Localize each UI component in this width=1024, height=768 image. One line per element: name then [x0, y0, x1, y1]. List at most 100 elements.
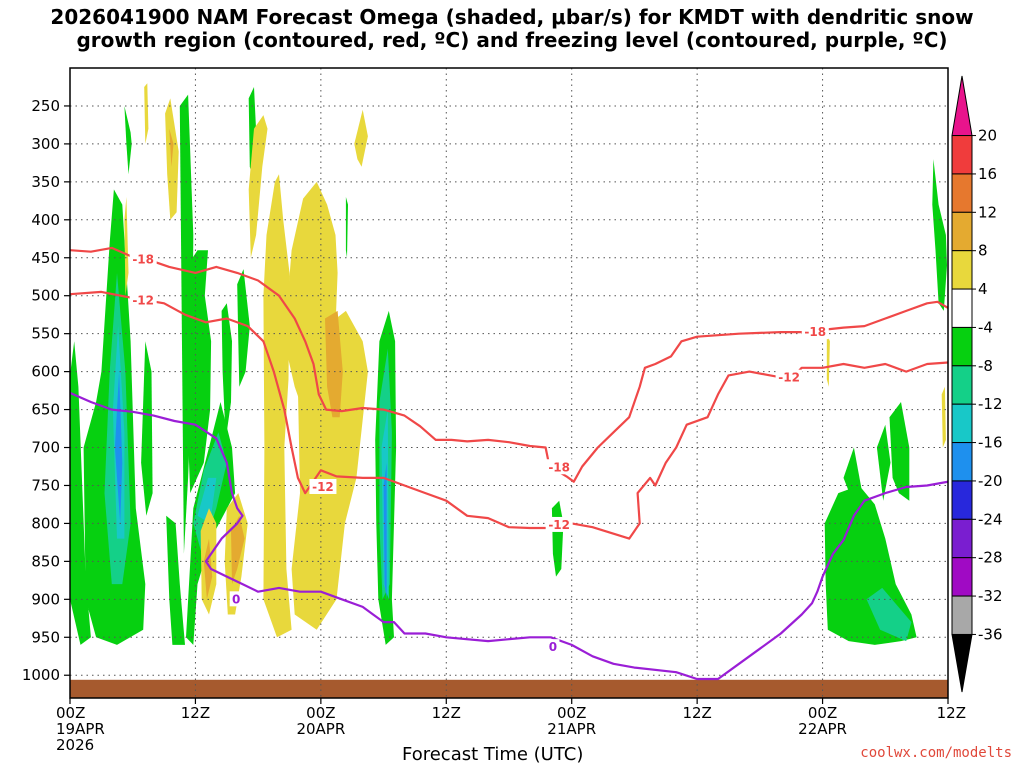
colorbar-bin [951, 595, 973, 635]
omega-region-43 [941, 386, 946, 448]
omega-region-6 [124, 106, 132, 175]
colorbar-bin [951, 250, 973, 290]
contour-label-bg [229, 591, 243, 607]
colorbar-bin [951, 480, 973, 520]
plot-content: -18 -12 -12 -18 -12 -18 -12 0 0 [70, 68, 948, 698]
omega-region-5 [141, 341, 153, 516]
y-tick-label: 750 [31, 476, 60, 494]
colorbar-bin [951, 365, 973, 405]
omega-region-25 [248, 115, 268, 258]
y-tick-label: 350 [31, 173, 60, 191]
x-tick-label: 12Z [937, 704, 966, 722]
contour-label: -18 [132, 252, 154, 266]
colorbar-bin [951, 211, 973, 252]
colorbar-label: -36 [978, 625, 1003, 643]
y-tick-label: 400 [31, 211, 60, 229]
omega-region-39 [889, 402, 910, 501]
x-tick-label: 00Z [557, 704, 586, 722]
colorbar-bin [951, 403, 973, 444]
omega-region-17 [221, 303, 232, 440]
omega-region-23 [231, 515, 245, 585]
y-tick-label: 500 [31, 287, 60, 305]
colorbar-bin [951, 442, 973, 482]
contour-label: -18 [804, 325, 826, 339]
omega-region-7 [124, 197, 129, 296]
colorbar-label: 12 [978, 203, 997, 221]
omega-region-24 [263, 174, 292, 638]
y-tick-label: 950 [31, 628, 60, 646]
x-tick-label: 00Z [56, 704, 85, 722]
colorbar-label: -28 [978, 549, 1003, 567]
colorbar-label: -16 [978, 434, 1003, 452]
chart-title: 2026041900 NAM Forecast Omega (shaded, μ… [50, 5, 974, 52]
omega-region-34 [383, 462, 387, 600]
contour-label-bg [545, 459, 573, 475]
y-tick-label: 250 [31, 97, 60, 115]
colorbar-label: 20 [978, 127, 997, 145]
colorbar-bin [951, 288, 973, 328]
contour-label-bg [546, 639, 560, 655]
colorbar-label: -12 [978, 395, 1003, 413]
axes: 250 300 350 400 450 500 550 600 650 700 750 800 850 9… [22, 67, 966, 754]
x-tick-label: 12Z [181, 704, 210, 722]
y-tick-label: 900 [31, 590, 60, 608]
colorbar: 20 16 12 8 4 -4 -8 -12 -16 -20 -24 -28 -32 -36 [951, 75, 1003, 693]
omega-region-18 [237, 269, 250, 387]
credit-link[interactable]: coolwx.com/modelts [860, 745, 1012, 761]
ground-surface [70, 679, 948, 698]
omega-region-29 [325, 310, 343, 418]
contour-line-0 [70, 246, 948, 483]
y-tick-label: 700 [31, 439, 60, 457]
colorbar-label: 4 [978, 280, 988, 298]
omega-region-16 [197, 477, 217, 524]
contour-label: -12 [548, 518, 570, 532]
plot-frame [69, 67, 949, 699]
contour-label-bg [775, 369, 803, 385]
x-tick-label: 00Z [306, 704, 335, 722]
x-axis-label: Forecast Time (UTC) [402, 744, 584, 765]
colorbar-label: -4 [978, 318, 993, 336]
contour-label: -18 [548, 460, 570, 474]
omega-region-13 [185, 250, 212, 494]
omega-region-42 [826, 333, 830, 387]
x-tick-label: 00Z [808, 704, 837, 722]
omega-region-37 [843, 447, 863, 505]
x-tick-label: 21APR [547, 720, 596, 738]
contour-label: -12 [778, 371, 800, 385]
colorbar-label: -32 [978, 587, 1003, 605]
y-tick-label: 450 [31, 249, 60, 267]
omega-region-27 [291, 310, 368, 630]
y-tick-label: 550 [31, 325, 60, 343]
x-tick-label: 12Z [682, 704, 711, 722]
colorbar-bin [951, 326, 973, 367]
plot-area: -18 -12 -12 -18 -12 -18 -12 0 0 [70, 68, 948, 698]
colorbar-bin [951, 135, 973, 175]
y-tick-label: 1000 [22, 666, 60, 684]
omega-region-41 [932, 159, 947, 311]
contour-label-bg [545, 516, 573, 532]
colorbar-label: 8 [978, 242, 988, 260]
colorbar-bin [951, 173, 973, 213]
x-tick-label: 12Z [432, 704, 461, 722]
x-tick-label: 2026 [56, 736, 94, 754]
colorbar-label: -24 [978, 510, 1003, 528]
omega-region-10 [169, 128, 174, 167]
contour-label-bg [129, 251, 157, 267]
y-tick-label: 650 [31, 401, 60, 419]
contour-label: 0 [232, 592, 240, 606]
colorbar-label: -20 [978, 472, 1003, 490]
x-tick-label: 20APR [296, 720, 345, 738]
contour-label: -12 [132, 293, 154, 307]
omega-region-8 [144, 83, 149, 144]
y-tick-label: 800 [31, 514, 60, 532]
omega-region-35 [551, 500, 564, 577]
omega-region-30 [345, 197, 348, 258]
colorbar-bin [951, 518, 973, 559]
colorbar-bin [951, 557, 973, 597]
omega-region-38 [876, 424, 891, 501]
omega-region-40 [866, 587, 912, 642]
omega-region-11 [179, 94, 194, 554]
contour-line-2 [70, 391, 948, 681]
y-tick-label: 300 [31, 135, 60, 153]
